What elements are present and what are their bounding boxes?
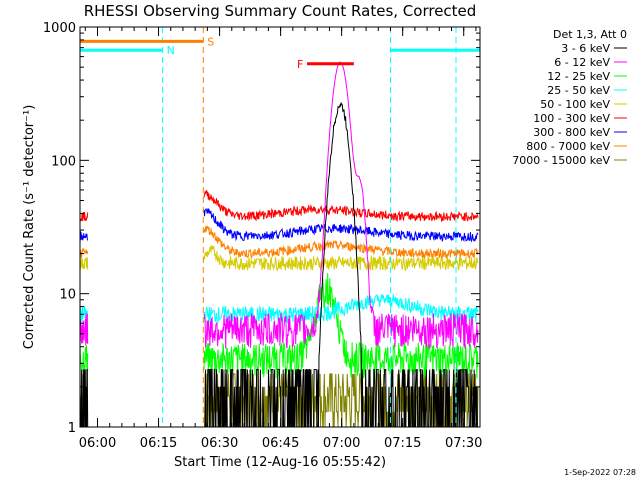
x-tick-label: 06:15 <box>140 436 177 451</box>
y-tick-label: 10 <box>59 288 76 303</box>
legend-item-label: 3 - 6 keV <box>561 42 610 55</box>
series-line-7 <box>79 207 479 243</box>
legend-item-label: 6 - 12 keV <box>554 56 610 69</box>
y-axis: 1 10 100 1000 <box>43 21 480 436</box>
y-tick-label: 1000 <box>43 21 76 36</box>
legend-item-label: 100 - 300 keV <box>533 112 610 125</box>
x-tick-label: 06:45 <box>262 436 299 451</box>
legend-item-label: 25 - 50 keV <box>547 84 610 97</box>
series-line-5 <box>79 244 479 272</box>
x-tick-label: 07:00 <box>323 436 360 451</box>
x-tick-label: 07:30 <box>445 436 482 451</box>
annotation-label-saa: S <box>207 35 214 48</box>
annotation-layer: N S F <box>80 27 480 427</box>
annotation-label-flare: F <box>297 58 303 71</box>
legend-title: Det 1,3, Att 0 <box>553 28 627 41</box>
series-line-6 <box>79 190 479 223</box>
y-tick-label: 100 <box>51 154 76 169</box>
legend-item-label: 300 - 800 keV <box>533 126 610 139</box>
legend-item-label: 800 - 7000 keV <box>526 140 610 153</box>
series-line-1 <box>79 101 478 428</box>
x-tick-label: 06:00 <box>79 436 116 451</box>
x-axis-label: Start Time (12-Aug-16 05:55:42) <box>174 455 386 470</box>
legend-item-label: 12 - 25 keV <box>547 70 610 83</box>
legend-item-label: 7000 - 15000 keV <box>512 154 610 167</box>
annotation-label-night: N <box>167 44 175 57</box>
x-tick-label: 06:30 <box>201 436 238 451</box>
x-tick-label: 07:15 <box>384 436 421 451</box>
plot-frame <box>79 26 481 428</box>
y-tick-label: 1 <box>68 421 76 436</box>
x-axis: 06:00 06:15 06:30 06:45 07:00 07:15 07:30 <box>79 27 482 451</box>
legend-item-label: 50 - 100 keV <box>540 98 610 111</box>
y-axis-label: Corrected Count Rate (s⁻¹ detector⁻¹) <box>22 105 37 350</box>
chart-title: RHESSI Observing Summary Count Rates, Co… <box>84 2 477 20</box>
series-line-8 <box>79 225 479 260</box>
footer-timestamp: 1-Sep-2022 07:28 <box>564 468 636 477</box>
